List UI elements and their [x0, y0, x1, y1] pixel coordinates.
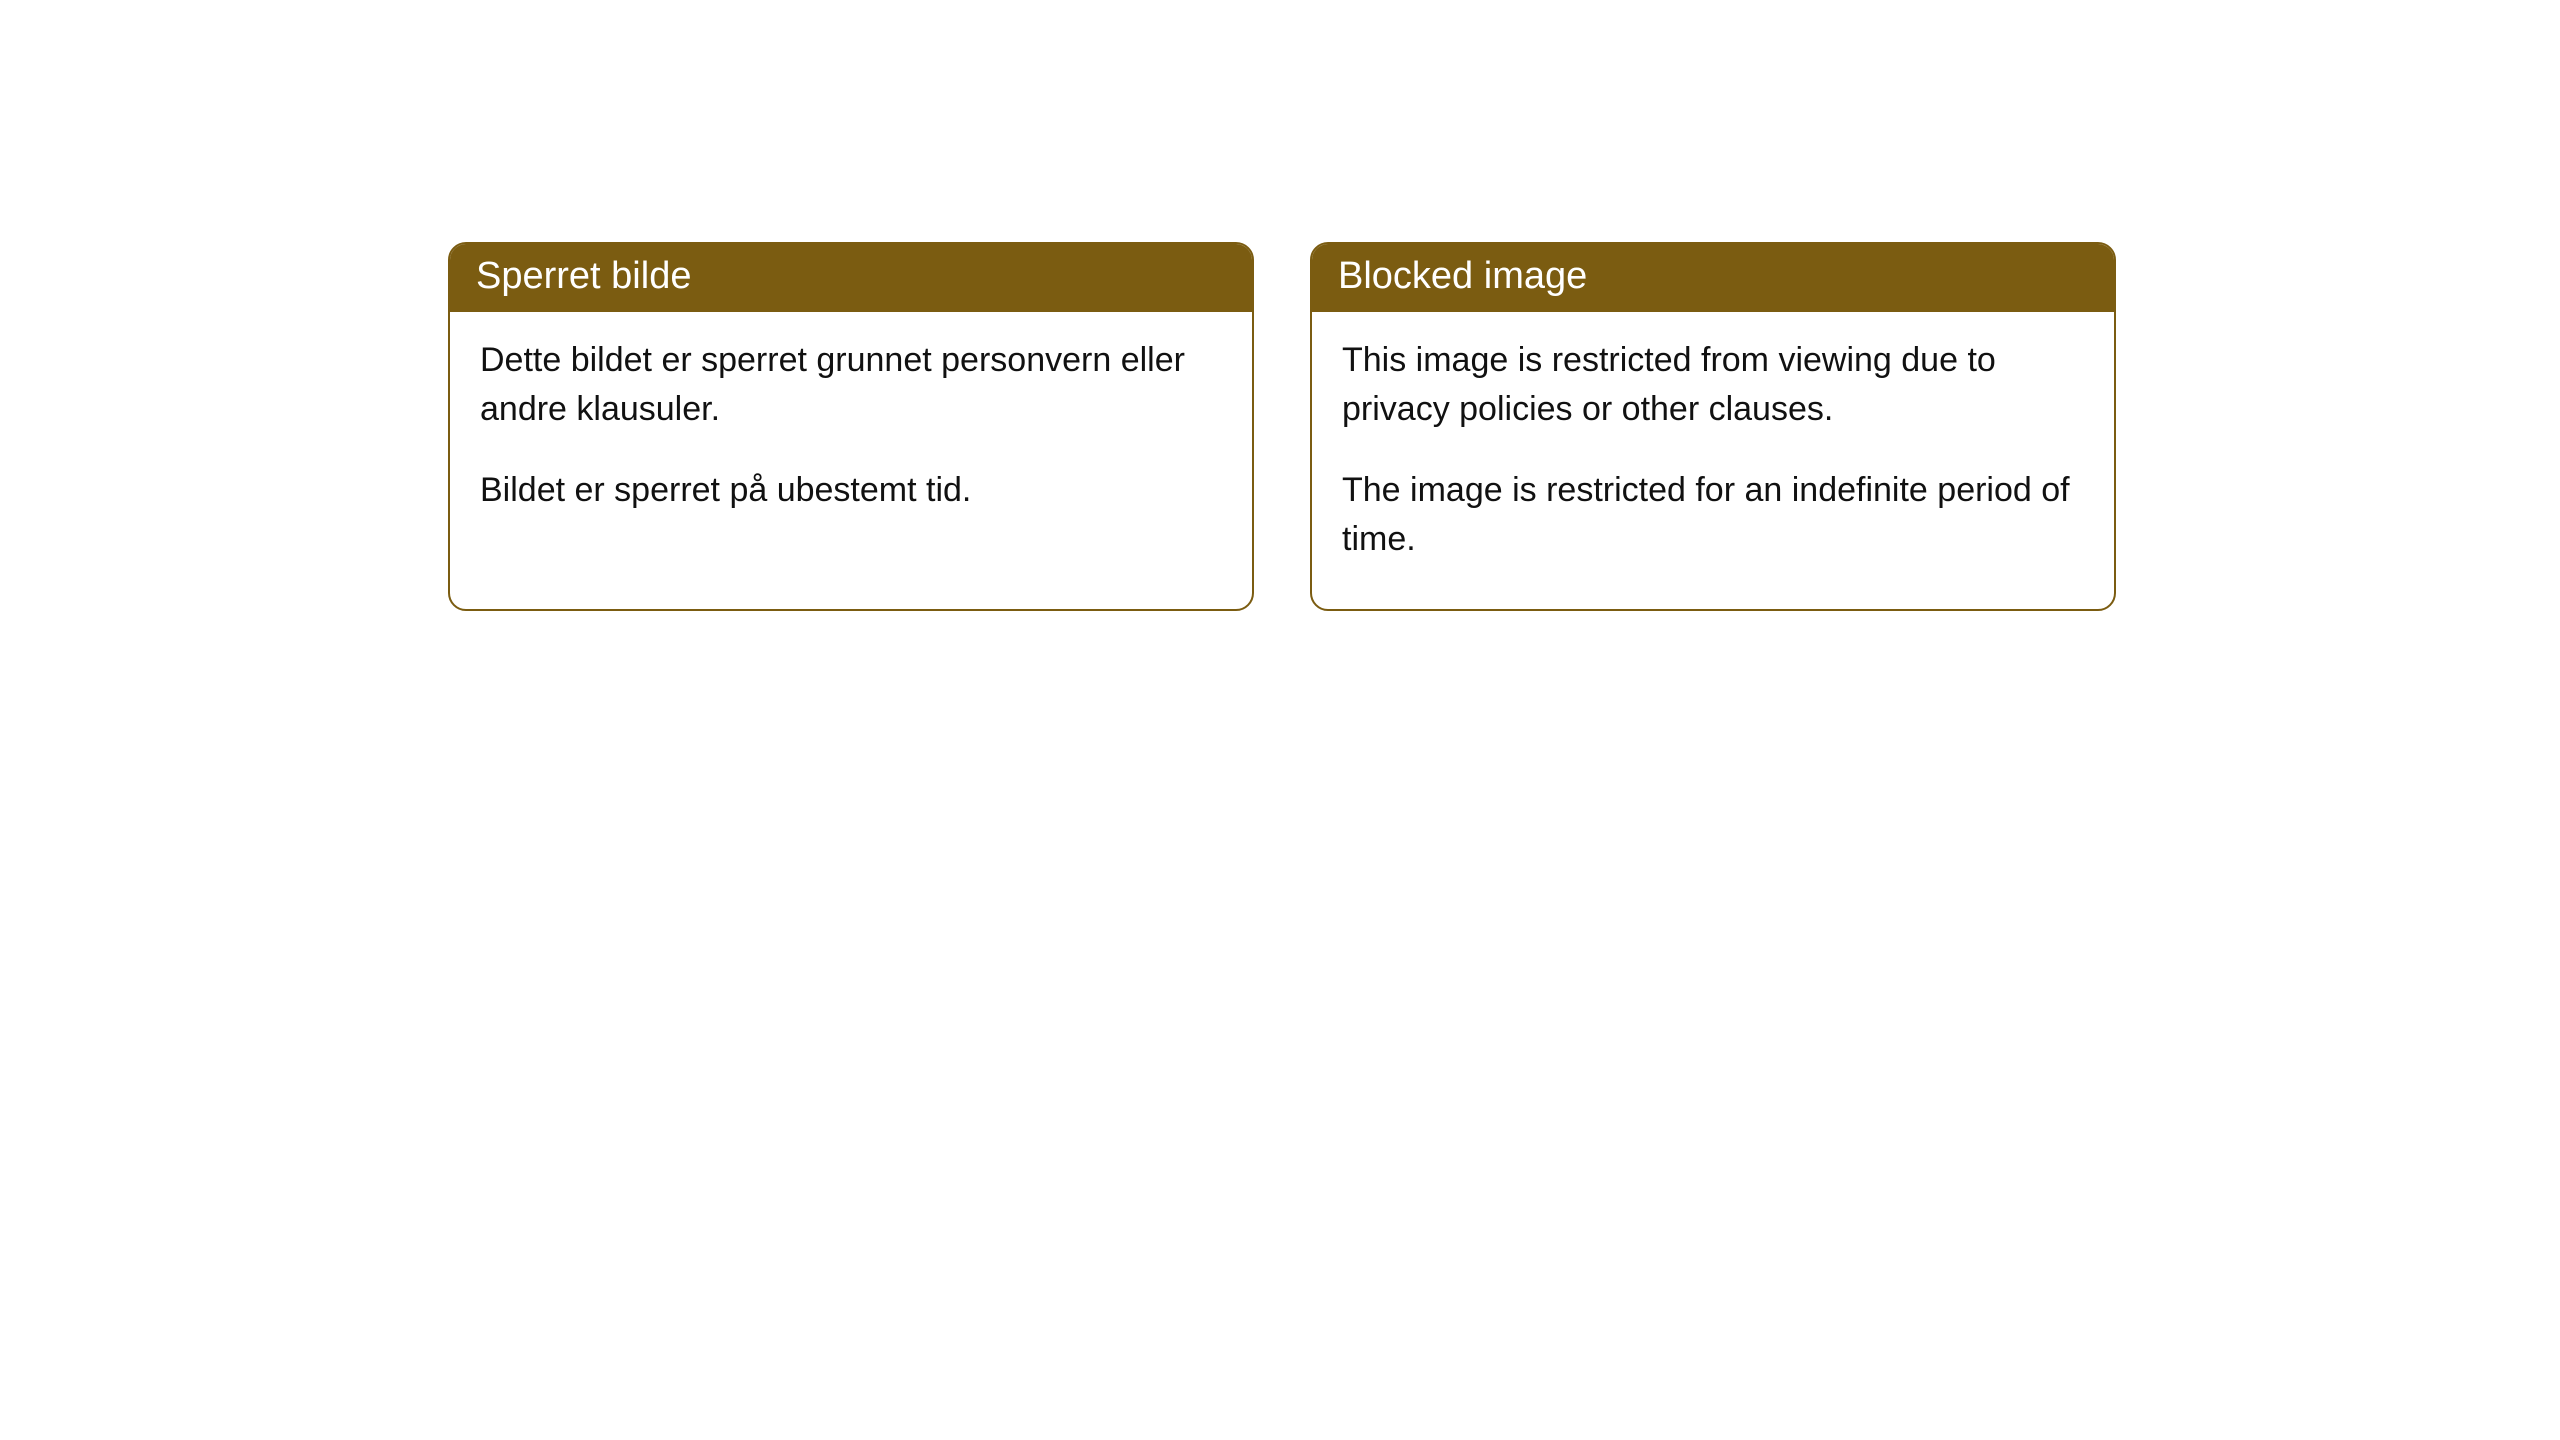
card-title: Sperret bilde — [450, 244, 1252, 312]
blocked-notice-card-en: Blocked image This image is restricted f… — [1310, 242, 2116, 611]
card-body: Dette bildet er sperret grunnet personve… — [450, 312, 1252, 560]
card-paragraph: Dette bildet er sperret grunnet personve… — [480, 336, 1222, 435]
card-title: Blocked image — [1312, 244, 2114, 312]
card-paragraph: The image is restricted for an indefinit… — [1342, 466, 2084, 565]
card-body: This image is restricted from viewing du… — [1312, 312, 2114, 609]
notice-cards-container: Sperret bilde Dette bildet er sperret gr… — [0, 0, 2560, 611]
blocked-notice-card-no: Sperret bilde Dette bildet er sperret gr… — [448, 242, 1254, 611]
card-paragraph: Bildet er sperret på ubestemt tid. — [480, 466, 1222, 515]
card-paragraph: This image is restricted from viewing du… — [1342, 336, 2084, 435]
